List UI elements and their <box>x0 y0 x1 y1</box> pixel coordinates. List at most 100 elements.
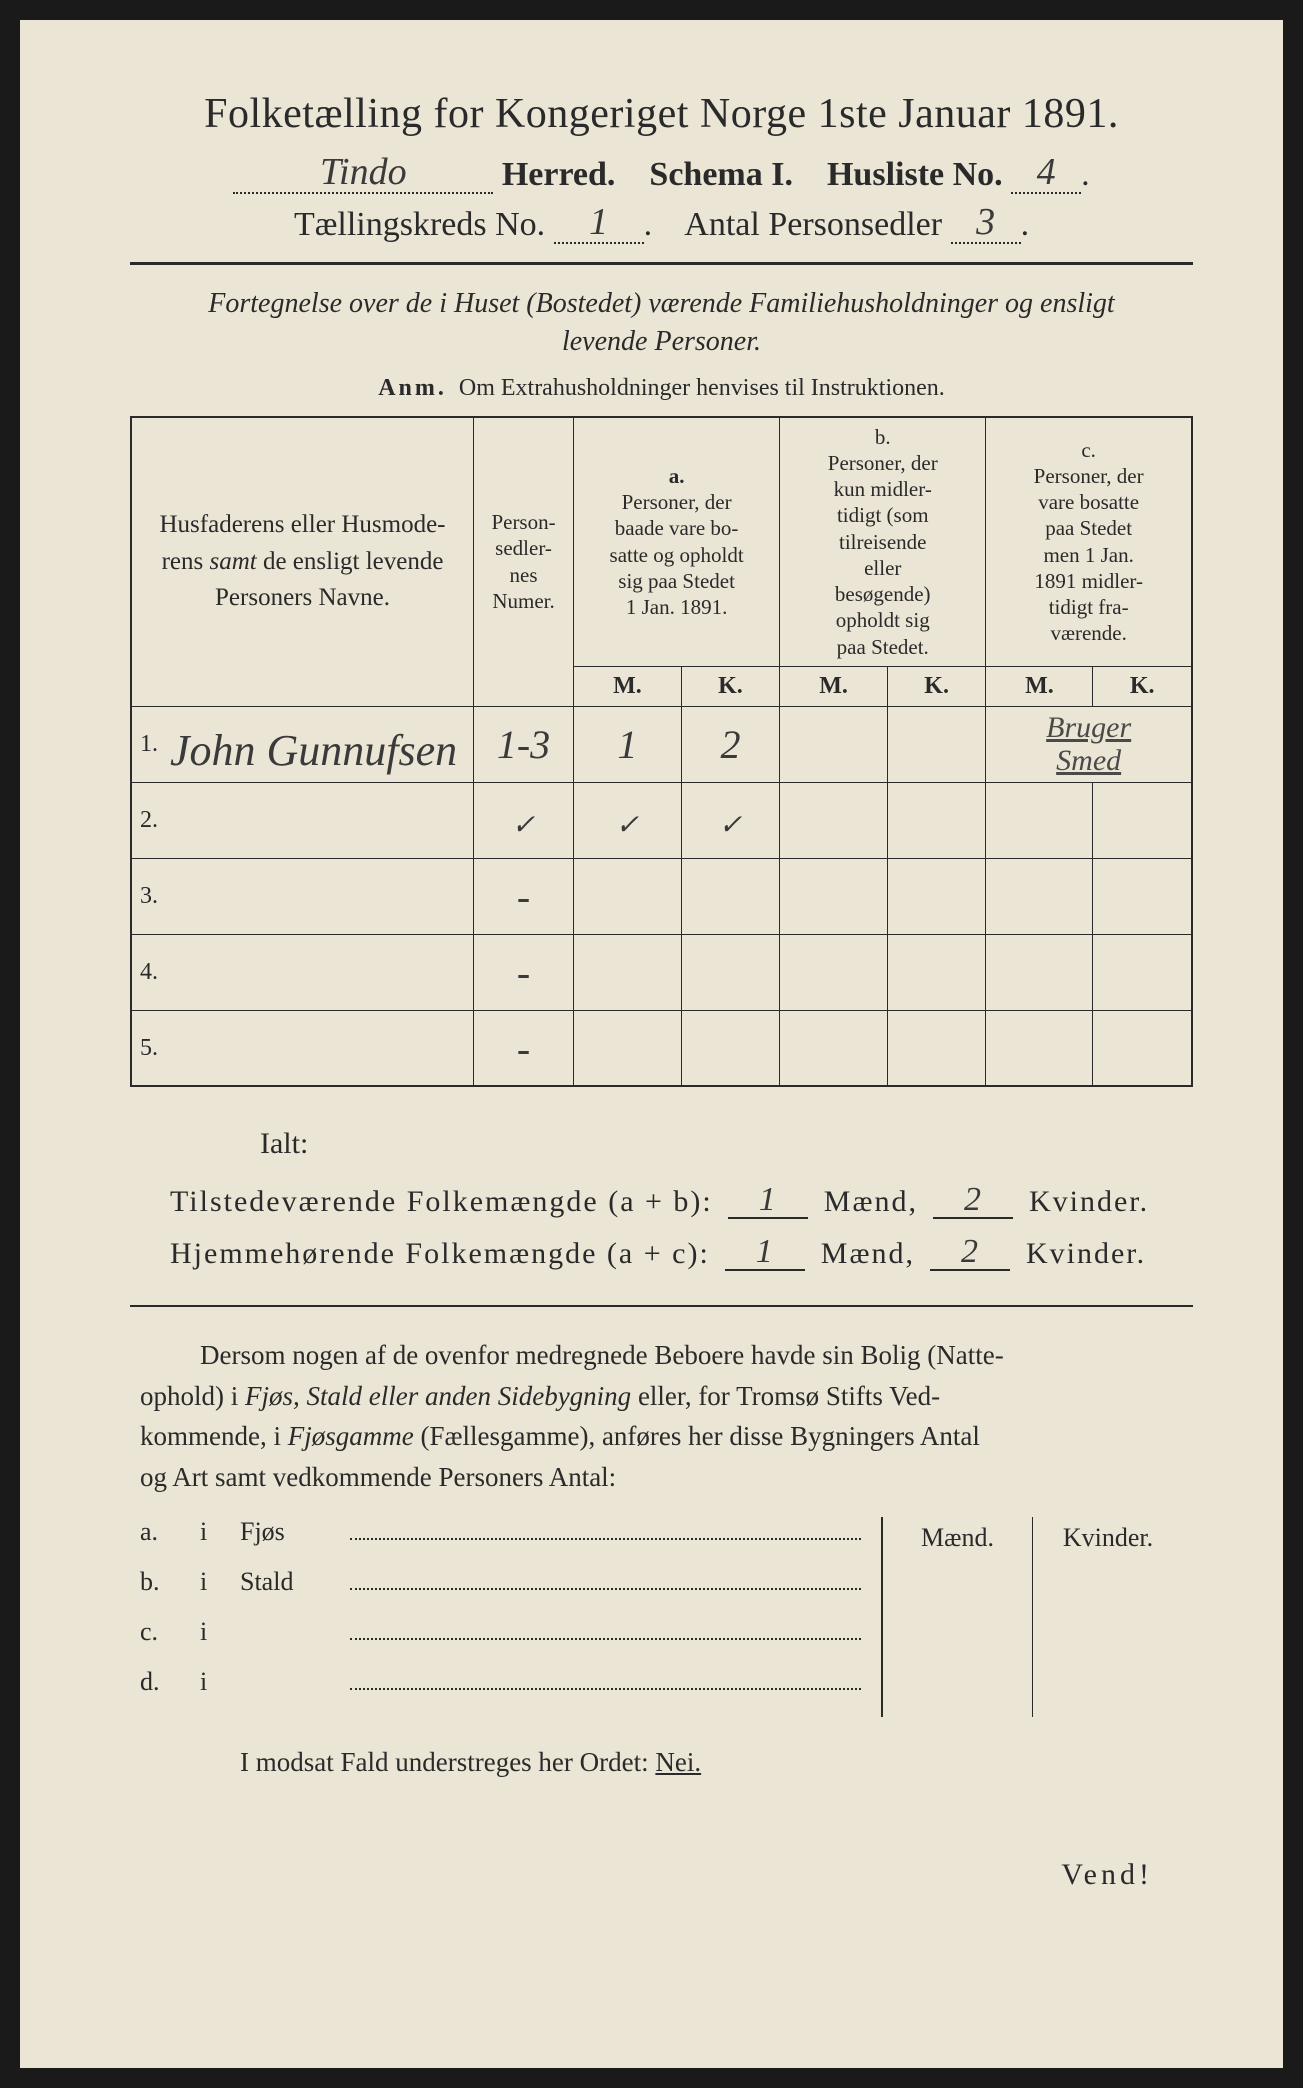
kreds-row: Tællingskreds No. 1 . Antal Personsedler… <box>130 206 1193 244</box>
side-i: i <box>200 1617 240 1647</box>
side-word: Stald <box>240 1567 350 1597</box>
cell-b-m <box>780 934 888 1010</box>
row-number: 1. <box>131 706 166 782</box>
modsat-line: I modsat Fald understreges her Ordet: Ne… <box>240 1747 1193 1778</box>
herred-label: Herred. <box>502 156 616 193</box>
schema-label: Schema I. <box>649 156 793 193</box>
col-b-m: M. <box>780 666 888 706</box>
sidebuilding-list: a. i Fjøs b. i Stald c. i d. i <box>140 1517 881 1717</box>
col-a: a. Personer, derbaade vare bo-satte og o… <box>574 417 780 667</box>
herred-value-field: Tindo <box>233 162 493 194</box>
col-c: c. Personer, dervare bosattepaa Stedetme… <box>986 417 1192 667</box>
sum-ab-k: 2 <box>933 1189 1013 1219</box>
cell-b-m <box>780 858 888 934</box>
maend-col: Mænd. <box>883 1517 1033 1717</box>
cell-a-k: 2 <box>681 706 779 782</box>
cell-numer: 1-3 <box>474 706 574 782</box>
side-i: i <box>200 1517 240 1547</box>
cell-b-k <box>887 782 985 858</box>
cell-a-m: 1 <box>574 706 682 782</box>
col-a-k: K. <box>681 666 779 706</box>
cell-c-k <box>1093 1010 1192 1086</box>
husliste-label: Husliste No. <box>827 156 1003 193</box>
cell-b-m <box>780 782 888 858</box>
cell-b-k <box>887 858 985 934</box>
herred-row: Tindo Herred. Schema I. Husliste No. 4 . <box>130 156 1193 194</box>
row-number: 5. <box>131 1010 166 1086</box>
side-label: d. <box>140 1667 200 1697</box>
col-b-k: K. <box>887 666 985 706</box>
cell-a-m <box>574 934 682 1010</box>
col-a-m: M. <box>574 666 682 706</box>
cell-b-m <box>780 1010 888 1086</box>
household-table: Husfaderens eller Husmode-rens samt de e… <box>130 416 1193 1088</box>
cell-numer: - <box>474 1010 574 1086</box>
cell-numer: - <box>474 858 574 934</box>
side-label: b. <box>140 1567 200 1597</box>
col-c-k: K. <box>1093 666 1192 706</box>
divider <box>130 262 1193 265</box>
side-dots <box>350 1584 861 1590</box>
sum-row-ac: Hjemmehørende Folkemængde (a + c): 1 Mæn… <box>170 1237 1193 1271</box>
cell-b-m <box>780 706 888 782</box>
table-row: 3. - <box>131 858 1192 934</box>
cell-c-k <box>1093 782 1192 858</box>
cell-c-m: BrugerSmed <box>986 706 1192 782</box>
cell-b-k <box>887 1010 985 1086</box>
row-number: 3. <box>131 858 166 934</box>
row-name-cell <box>166 858 474 934</box>
sum-row-ab: Tilstedeværende Folkemængde (a + b): 1 M… <box>170 1185 1193 1219</box>
cell-a-k: ✓ <box>681 782 779 858</box>
divider <box>130 1305 1193 1307</box>
cell-a-k <box>681 934 779 1010</box>
side-dots <box>350 1634 861 1640</box>
ialt-label: Ialt: <box>260 1127 1193 1161</box>
fortegnelse-text: Fortegnelse over de i Huset (Bostedet) v… <box>170 285 1153 361</box>
side-row: a. i Fjøs <box>140 1517 861 1547</box>
side-dots <box>350 1684 861 1690</box>
antal-value-field: 3 <box>951 212 1021 244</box>
cell-a-k <box>681 858 779 934</box>
row-name-cell <box>166 782 474 858</box>
cell-c-k <box>1093 934 1192 1010</box>
sum-ac-k: 2 <box>930 1241 1010 1271</box>
side-label: c. <box>140 1617 200 1647</box>
side-i: i <box>200 1667 240 1697</box>
row-number: 4. <box>131 934 166 1010</box>
col-numer: Person-sedler-nesNumer. <box>474 417 574 707</box>
col-c-m: M. <box>986 666 1093 706</box>
dersom-text: Dersom nogen af de ovenfor medregnede Be… <box>140 1335 1183 1497</box>
cell-a-m <box>574 1010 682 1086</box>
sidebuilding-totals: Mænd. Kvinder. <box>881 1517 1183 1717</box>
side-dots <box>350 1534 861 1540</box>
cell-c-m <box>986 858 1093 934</box>
page-title: Folketælling for Kongeriget Norge 1ste J… <box>130 90 1193 138</box>
kreds-value-field: 1 <box>554 212 644 244</box>
anm-line: Anm. Om Extrahusholdninger henvises til … <box>130 375 1193 402</box>
side-row: c. i <box>140 1617 861 1647</box>
row-name-cell: John Gunnufsen <box>166 706 474 782</box>
side-word: Fjøs <box>240 1517 350 1547</box>
cell-a-m <box>574 858 682 934</box>
cell-a-k <box>681 1010 779 1086</box>
row-number: 2. <box>131 782 166 858</box>
cell-numer: ✓ <box>474 782 574 858</box>
sum-ab-m: 1 <box>728 1189 808 1219</box>
side-label: a. <box>140 1517 200 1547</box>
col-b: b. Personer, derkun midler-tidigt (somti… <box>780 417 986 667</box>
side-row: d. i <box>140 1667 861 1697</box>
row-name-cell <box>166 934 474 1010</box>
antal-label: Antal Personsedler <box>684 206 942 243</box>
nei-word: Nei. <box>655 1747 701 1777</box>
side-i: i <box>200 1567 240 1597</box>
table-row: 1. John Gunnufsen 1-3 1 2 BrugerSmed <box>131 706 1192 782</box>
vend-label: Vend! <box>130 1858 1153 1892</box>
cell-c-m <box>986 1010 1093 1086</box>
row-name-cell <box>166 1010 474 1086</box>
side-row: b. i Stald <box>140 1567 861 1597</box>
cell-c-m <box>986 934 1093 1010</box>
col-name: Husfaderens eller Husmode-rens samt de e… <box>131 417 474 707</box>
cell-b-k <box>887 934 985 1010</box>
cell-c-k <box>1093 858 1192 934</box>
husliste-value-field: 4 <box>1011 162 1081 194</box>
